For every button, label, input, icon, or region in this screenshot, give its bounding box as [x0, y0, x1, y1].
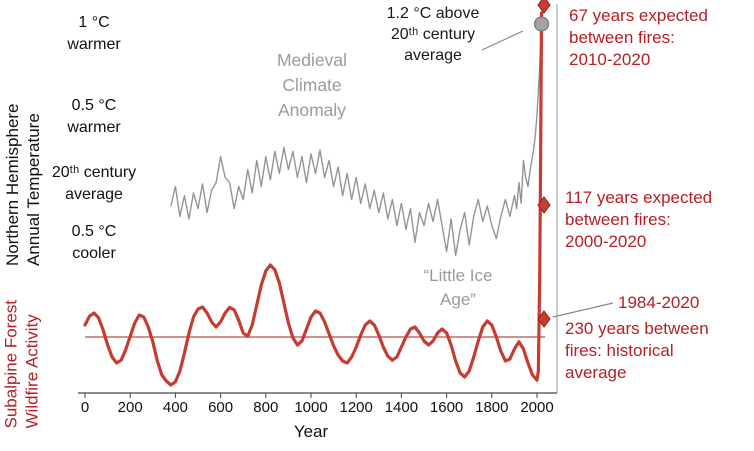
x-tick-label: 800 — [253, 399, 278, 416]
endpoint-connector — [481, 30, 524, 51]
wildfire-line — [83, 11, 544, 387]
fire-interval-diamond-1 — [537, 196, 551, 214]
x-tick-label: 1400 — [385, 399, 418, 416]
annotation-67-years-between-fires: 67 years expected between fires: 2010-20… — [569, 6, 708, 69]
annotation-230-years-between-fires: 230 years between fires: historical aver… — [565, 319, 709, 382]
temperature-endpoint-dot — [533, 16, 550, 32]
wildfire-axis-title: Subalpine Forest Wildfire Activity — [1, 299, 42, 429]
x-tick-label: 1000 — [294, 399, 327, 416]
1984-2020-connector — [552, 302, 614, 318]
annotation-1-2c-above-average: 1.2 °C above 20ᵗʰ century average — [386, 5, 480, 64]
fire-interval-diamond-0 — [537, 0, 551, 14]
x-tick-label: 400 — [163, 399, 188, 416]
y-tick-20th-century-average: 20ᵗʰ century average — [51, 164, 137, 203]
annotation-medieval-climate-anomaly: Medieval Climate Anomaly — [276, 50, 348, 120]
x-tick-label: 0 — [81, 399, 89, 416]
y-tick-05c-warmer: 0.5 °C warmer — [67, 97, 121, 136]
fire-interval-diamond-2 — [537, 310, 551, 328]
annotation-117-years-between-fires: 117 years expected between fires: 2000-2… — [565, 188, 713, 251]
x-tick-label: 2000 — [520, 399, 553, 416]
annotation-1984-2020: 1984-2020 — [618, 293, 700, 312]
x-tick-label: 1800 — [475, 399, 508, 416]
x-tick-label: 1200 — [340, 399, 373, 416]
x-tick-label: 1600 — [430, 399, 463, 416]
annotation-little-ice-age: “Little Ice Age” — [423, 266, 493, 309]
x-tick-label: 200 — [118, 399, 143, 416]
x-axis-title: Year — [293, 422, 329, 441]
y-tick-1c-warmer: 1 °C warmer — [67, 14, 121, 53]
x-tick-label: 600 — [208, 399, 233, 416]
y-tick-05c-cooler: 0.5 °C cooler — [71, 223, 117, 262]
temperature-line — [170, 23, 543, 257]
